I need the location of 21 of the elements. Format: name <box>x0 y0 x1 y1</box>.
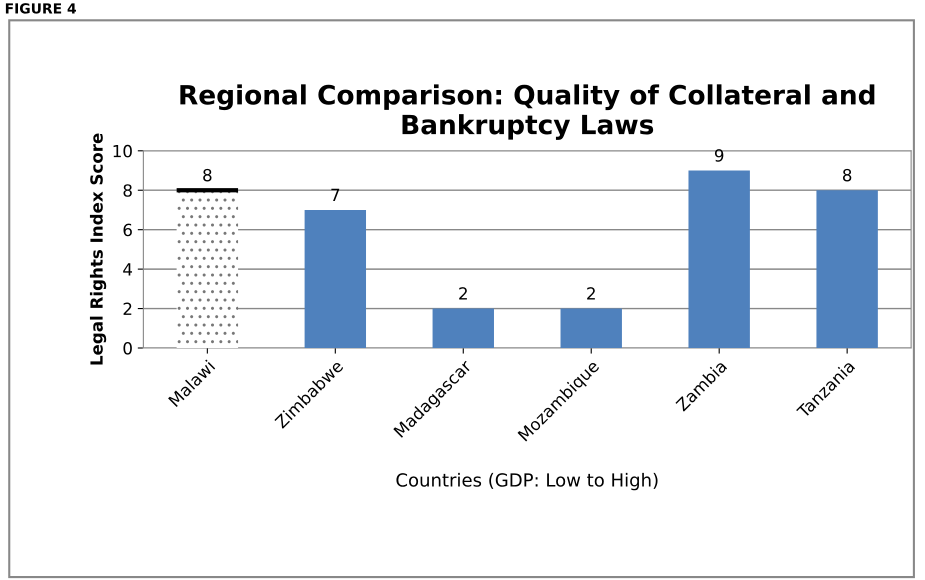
x-axis-title: Countries (GDP: Low to High) <box>396 472 658 490</box>
y-tick-label: 10 <box>114 144 132 158</box>
data-label: 8 <box>203 168 212 182</box>
data-label: 9 <box>714 149 724 162</box>
bar <box>432 308 494 348</box>
bar <box>304 210 366 348</box>
y-axis-title: Legal Rights Index Score <box>90 134 106 365</box>
y-tick-label: 0 <box>123 342 132 355</box>
y-tick-label: 6 <box>124 224 132 236</box>
bar <box>816 190 878 348</box>
y-tick-label: 4 <box>123 263 132 276</box>
bar <box>560 308 622 348</box>
data-label: 7 <box>331 188 340 201</box>
data-label: 8 <box>842 168 852 182</box>
data-label: 2 <box>587 287 595 300</box>
caption: FIGURE 4 <box>6 3 76 14</box>
chart-title: Regional Comparison: Quality of Collateral and Bankruptcy Laws <box>180 84 874 140</box>
data-label: 2 <box>459 287 467 300</box>
y-tick-label: 2 <box>124 302 132 315</box>
bar <box>688 170 750 348</box>
y-tick-label: 8 <box>123 184 132 197</box>
